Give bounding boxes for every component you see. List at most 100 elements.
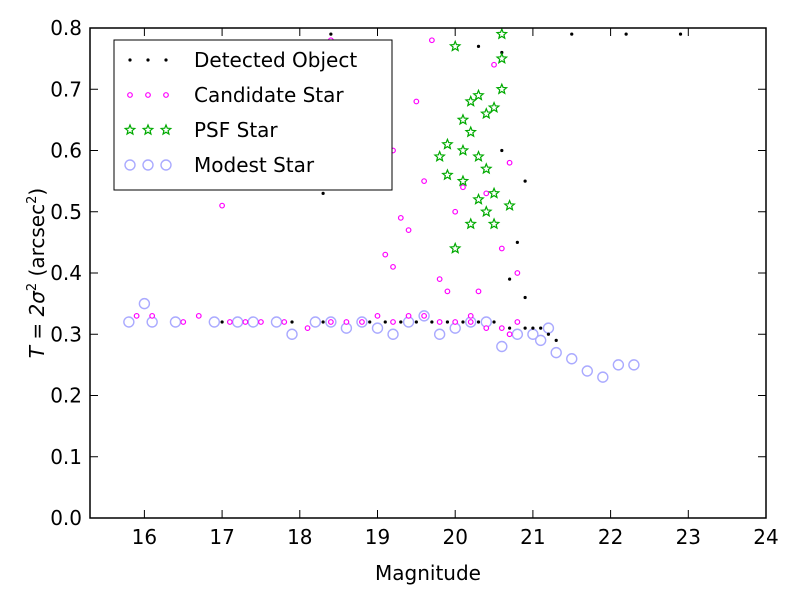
candidate-star-point (180, 319, 187, 325)
modest-star-point (123, 316, 135, 328)
detected-object-point (523, 295, 527, 300)
candidate-star-point (498, 325, 505, 332)
candidate-star-point (242, 319, 249, 325)
detected-object-point (461, 320, 465, 324)
candidate-star-point (382, 251, 389, 258)
legend-marker-psf-star (159, 123, 173, 136)
candidate-star-point (405, 312, 412, 319)
psf-star-point (464, 217, 478, 230)
detected-object-point (624, 32, 628, 36)
y-axis-label-sup1: 2 (25, 283, 40, 291)
legend-label-psf-star: PSF Star (194, 118, 278, 142)
psf-star-point (487, 217, 501, 230)
candidate-star-point (467, 319, 474, 325)
candidate-star-point (219, 202, 225, 209)
psf-star-point (487, 101, 501, 113)
legend-label-detected-object: Detected Object (194, 48, 357, 72)
candidate-star-point (428, 37, 435, 44)
candidate-star-point (281, 319, 288, 325)
legend-item-psf-star: PSF Star (123, 118, 278, 142)
modest-star-point (387, 328, 399, 340)
psf-star-point (441, 137, 454, 150)
detected-object-point (383, 320, 387, 324)
candidate-star-point (467, 312, 474, 319)
candidate-star-point (195, 312, 202, 319)
candidate-star-point (374, 312, 381, 319)
modest-star-point (511, 328, 524, 340)
detected-object-point (290, 320, 294, 324)
legend-item-modest-star: Modest Star (124, 153, 315, 177)
psf-star-point (472, 150, 485, 162)
candidate-star-point (421, 312, 428, 319)
x-tick-label: 21 (520, 525, 545, 549)
modest-star-point (138, 297, 151, 310)
detected-object-point (523, 326, 527, 330)
detected-object-point (546, 332, 551, 336)
candidate-star-point (491, 61, 497, 68)
psf-star-point (472, 192, 485, 205)
modest-star-point (566, 353, 578, 365)
legend-marker-detected-object (164, 58, 168, 62)
modest-star-point (231, 316, 244, 328)
detected-object-point (368, 320, 372, 324)
legend-item-candidate-star: Candidate Star (127, 83, 344, 107)
candidate-star-point (390, 319, 396, 325)
legend-marker-modest-star (124, 159, 136, 171)
psf-star-point (479, 162, 493, 175)
legend-marker-psf-star (123, 123, 137, 136)
modest-star-point (270, 316, 283, 328)
y-axis-label-suffix: (arcsec (25, 204, 49, 283)
detected-object-point (329, 32, 333, 36)
detected-object-point (531, 326, 535, 330)
detected-object-point (321, 191, 325, 195)
y-tick-label: 0.7 (50, 77, 82, 101)
y-tick-label: 0.6 (50, 139, 82, 163)
modest-star-point (612, 359, 625, 371)
psf-star-point (495, 27, 509, 40)
modest-star-point (208, 316, 221, 328)
y-tick-label: 0.4 (50, 261, 82, 285)
detected-object-point (570, 32, 574, 36)
legend-marker-psf-star (141, 123, 155, 136)
psf-star-point (448, 39, 462, 52)
candidate-star-point (506, 331, 513, 338)
modest-star-point (550, 346, 562, 359)
candidate-star-point (421, 178, 428, 185)
psf-star-point (495, 52, 509, 64)
candidate-star-point (149, 312, 156, 319)
y-tick-label: 0.1 (50, 445, 82, 469)
modest-star-point (418, 310, 430, 322)
candidate-star-point (405, 227, 412, 234)
psf-star-point (456, 174, 470, 187)
modest-star-point (286, 328, 298, 340)
detected-object-point (507, 277, 512, 281)
legend-marker-modest-star (160, 159, 172, 171)
detected-object-point (515, 240, 519, 244)
detected-object-point (476, 44, 481, 48)
candidate-star-point (397, 214, 404, 221)
tick-layer: 16 17 18 19 20 21 22 23 24 0.0 0.1 0.2 0.3 0.4 0.5 0.6 0… (50, 16, 779, 549)
detected-object-point (414, 320, 418, 324)
x-tick-label: 20 (442, 525, 467, 549)
y-tick-label: 0.5 (50, 200, 82, 224)
candidate-star-point (452, 319, 459, 325)
psf-star-point (448, 241, 462, 254)
candidate-star-point (444, 288, 451, 295)
candidate-star-point (436, 319, 443, 325)
legend-item-detected-object: Detected Object (128, 48, 357, 72)
y-axis-label: T = 2σ2 (arcsec2) (25, 188, 49, 358)
psf-star-point (433, 150, 446, 162)
candidate-star-point (483, 325, 490, 332)
modest-star-point (581, 365, 593, 377)
detected-object-point (678, 32, 683, 36)
candidate-star-point (327, 319, 334, 325)
psf-star-point (456, 113, 470, 126)
candidate-star-point (498, 245, 505, 252)
x-tick-label: 16 (132, 525, 157, 549)
modest-star-point (371, 322, 384, 334)
x-tick-label: 23 (676, 525, 701, 549)
y-tick-label: 0.2 (50, 384, 82, 408)
detected-object-point (539, 326, 543, 330)
x-tick-label: 18 (287, 525, 312, 549)
